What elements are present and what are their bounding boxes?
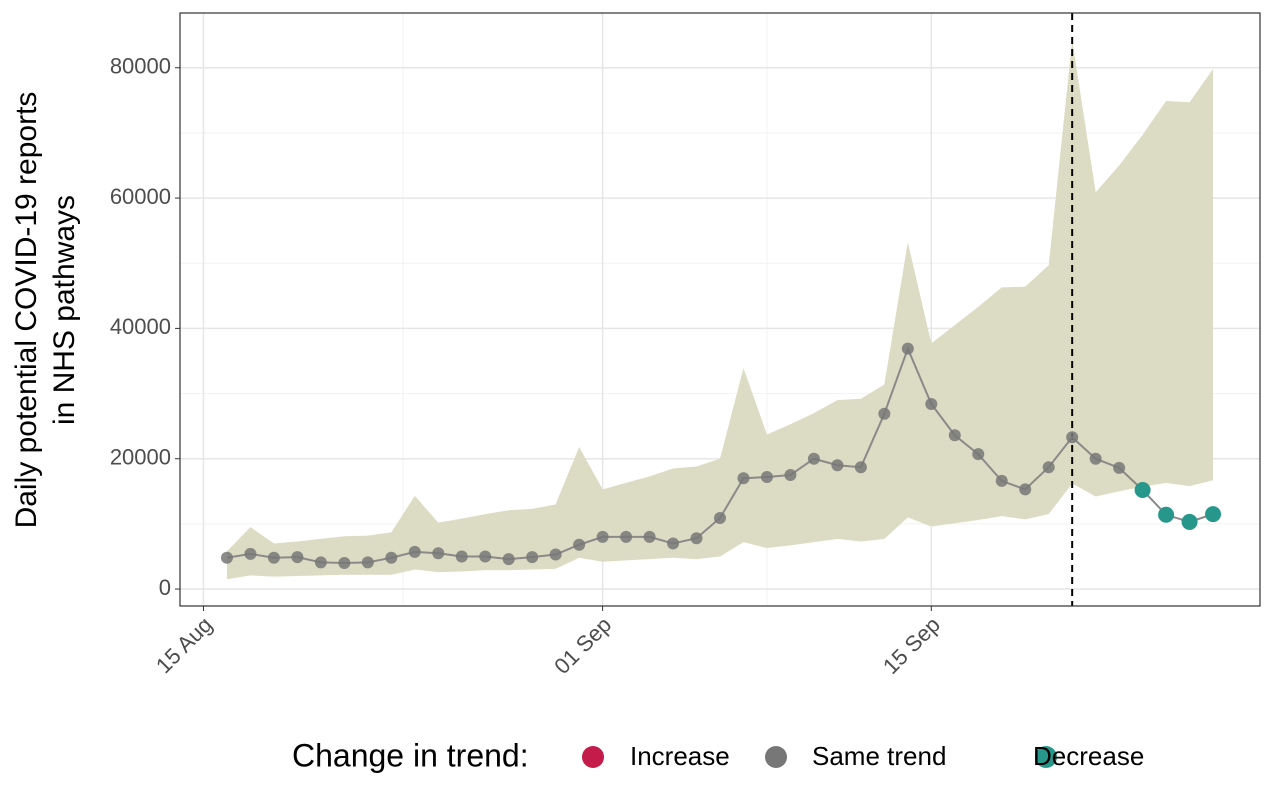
data-point: [1019, 483, 1032, 496]
data-point: [854, 461, 867, 474]
legend-label: Increase: [630, 741, 730, 771]
legend-swatch: [765, 746, 787, 768]
data-point: [479, 550, 492, 563]
y-tick-label: 80000: [110, 54, 171, 79]
data-point: [995, 474, 1008, 487]
data-point: [338, 556, 351, 569]
data-point: [291, 551, 304, 564]
data-point: [244, 547, 257, 560]
data-point: [549, 548, 562, 561]
panel-border: [179, 12, 1261, 607]
data-point: [1089, 452, 1102, 465]
data-point: [714, 512, 726, 525]
data-point: [408, 545, 421, 558]
data-point: [667, 537, 680, 550]
data-point: [948, 429, 961, 442]
legend-title: Change in trend:: [292, 737, 529, 773]
data-point: [760, 470, 773, 483]
data-point: [267, 551, 280, 564]
data-point: [925, 397, 938, 410]
data-point: [596, 530, 609, 543]
data-point: [620, 530, 633, 543]
y-axis-title: in NHS pathways: [48, 195, 81, 425]
data-point: [314, 556, 327, 569]
data-point: [1205, 506, 1222, 523]
data-point: [1066, 431, 1079, 444]
data-point: [1134, 482, 1151, 499]
data-point: [1042, 461, 1055, 474]
data-point: [502, 553, 515, 566]
y-tick-label: 60000: [110, 184, 171, 209]
data-point: [432, 547, 445, 560]
data-point: [1181, 513, 1198, 530]
legend-label: Same trend: [812, 741, 946, 771]
data-point: [972, 448, 985, 461]
data-point: [455, 550, 468, 563]
y-tick-label: 20000: [110, 445, 171, 470]
data-point: [784, 469, 797, 482]
legend-label: Decrease: [1033, 741, 1144, 771]
data-point: [1158, 506, 1175, 523]
y-axis-title: Daily potential COVID-19 reports: [10, 92, 43, 529]
data-point: [361, 556, 374, 569]
data-point: [901, 342, 914, 355]
data-point: [878, 407, 891, 420]
legend-swatch: [582, 746, 604, 768]
data-point: [1113, 461, 1126, 474]
legend-swatch: [1035, 746, 1057, 768]
data-point: [807, 452, 820, 465]
data-point: [385, 551, 398, 564]
data-point: [690, 532, 703, 545]
data-point: [573, 538, 586, 551]
data-point: [526, 551, 539, 564]
y-tick-label: 40000: [110, 314, 171, 339]
y-tick-label: 0: [159, 575, 171, 600]
plot-panel: [180, 13, 1260, 606]
data-point: [220, 551, 233, 564]
data-point: [831, 459, 844, 472]
data-point: [643, 530, 656, 543]
data-point: [737, 472, 750, 485]
